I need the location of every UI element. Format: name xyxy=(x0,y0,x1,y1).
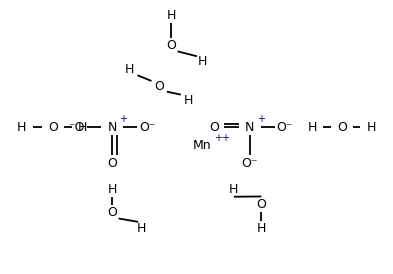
Text: O: O xyxy=(154,80,164,93)
Text: ++: ++ xyxy=(214,133,230,143)
Text: Mn: Mn xyxy=(193,139,211,152)
Text: O⁻: O⁻ xyxy=(241,156,258,170)
Text: H: H xyxy=(367,121,376,134)
Text: O: O xyxy=(166,39,176,52)
Text: H: H xyxy=(229,182,239,196)
Text: N: N xyxy=(107,121,117,134)
Text: O: O xyxy=(256,198,266,211)
Text: H: H xyxy=(107,182,117,196)
Text: H: H xyxy=(308,121,317,134)
Text: O: O xyxy=(209,121,219,134)
Text: H: H xyxy=(17,121,26,134)
Text: O: O xyxy=(107,206,117,219)
Text: N: N xyxy=(245,121,254,134)
Text: H: H xyxy=(78,121,87,134)
Text: H: H xyxy=(137,222,146,235)
Text: +: + xyxy=(257,114,264,124)
Text: O: O xyxy=(107,156,117,170)
Text: O⁻: O⁻ xyxy=(277,121,293,134)
Text: H: H xyxy=(125,63,134,76)
Text: O: O xyxy=(337,121,347,134)
Text: O: O xyxy=(48,121,58,134)
Text: H: H xyxy=(184,93,193,107)
Text: H: H xyxy=(166,8,176,22)
Text: H: H xyxy=(257,222,266,235)
Text: +: + xyxy=(119,114,127,124)
Text: O⁻: O⁻ xyxy=(139,121,156,134)
Text: ⁻O: ⁻O xyxy=(68,121,85,134)
Text: H: H xyxy=(198,55,207,68)
